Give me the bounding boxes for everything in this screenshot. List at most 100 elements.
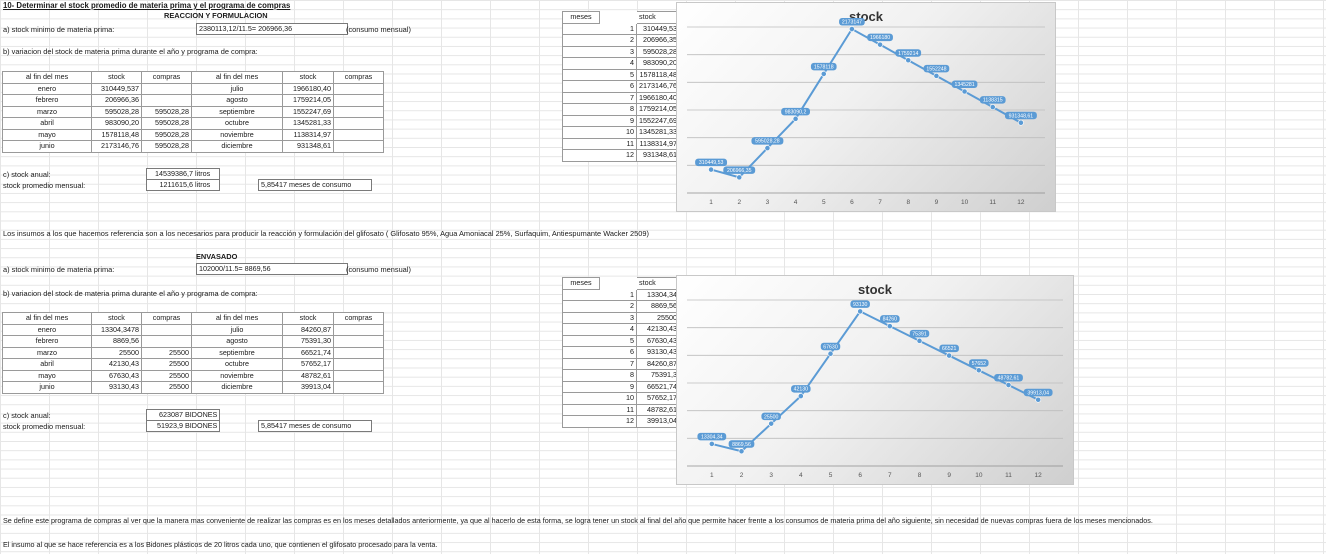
table-cell[interactable]: 1966180,40	[636, 91, 680, 104]
table-cell[interactable]: 93130,43	[91, 381, 142, 394]
table-cell[interactable]	[141, 94, 192, 107]
table-cell[interactable]: 7	[599, 91, 637, 104]
table-cell[interactable]	[562, 403, 600, 416]
table-header-cell[interactable]: meses	[562, 11, 600, 24]
table-cell[interactable]: 8	[599, 103, 637, 116]
table-cell[interactable]: 931348,61	[636, 149, 680, 162]
table-cell[interactable]	[333, 140, 384, 153]
table-cell[interactable]: 12	[599, 149, 637, 162]
table-cell[interactable]	[562, 126, 600, 139]
table-cell[interactable]: 5	[599, 334, 637, 347]
table-cell[interactable]: 206966,36	[91, 94, 142, 107]
table-cell[interactable]: 9	[599, 380, 637, 393]
table-cell[interactable]	[599, 277, 637, 289]
table-cell[interactable]: 4	[599, 323, 637, 336]
table-cell[interactable]	[562, 57, 600, 70]
table-cell[interactable]: 1759214,05	[636, 103, 680, 116]
table-cell[interactable]: 2	[599, 34, 637, 47]
table-cell[interactable]: 2173146,76	[91, 140, 142, 153]
table-cell[interactable]	[333, 323, 384, 336]
table-header-cell[interactable]: compras	[141, 71, 192, 84]
stock-chart-1[interactable]: stock 1 2 3 4 5 6 7 8 9 10 11 12 310449,53 206966,35 5…	[676, 2, 1056, 212]
table-cell[interactable]	[562, 137, 600, 150]
table-cell[interactable]	[333, 105, 384, 118]
table-cell[interactable]: 983090,20	[91, 117, 142, 130]
table-header-cell[interactable]: stock	[282, 312, 334, 325]
table-cell[interactable]: 931348,61	[282, 140, 334, 153]
section1-avg-cell[interactable]: 1211615,6 litros	[146, 179, 220, 191]
table-cell[interactable]: 48782,61	[636, 403, 680, 416]
table-cell[interactable]: 42130,43	[636, 323, 680, 336]
table-cell[interactable]	[562, 357, 600, 370]
table-cell[interactable]: 3	[599, 311, 637, 324]
table-cell[interactable]: 8869,56	[636, 300, 680, 313]
table-cell[interactable]	[333, 128, 384, 141]
table-header-cell[interactable]: compras	[333, 71, 384, 84]
table-cell[interactable]	[562, 380, 600, 393]
table-header-cell[interactable]: al fin del mes	[2, 312, 92, 325]
section2-avg-cell[interactable]: 51923,9 BIDONES	[146, 420, 220, 432]
table-cell[interactable]: 2173146,76	[636, 80, 680, 93]
table-cell[interactable]	[562, 68, 600, 81]
table-cell[interactable]: 57652,17	[282, 358, 334, 371]
table-cell[interactable]	[562, 392, 600, 405]
table-cell[interactable]: 1578118,48	[636, 68, 680, 81]
table-cell[interactable]: enero	[2, 323, 92, 336]
table-header-cell[interactable]: compras	[141, 312, 192, 325]
table-cell[interactable]	[562, 22, 600, 35]
table-cell[interactable]	[562, 114, 600, 127]
table-cell[interactable]: 595028,28	[141, 105, 192, 118]
table-cell[interactable]	[562, 80, 600, 93]
table-cell[interactable]	[333, 358, 384, 371]
table-header-cell[interactable]: stock	[282, 71, 334, 84]
table-cell[interactable]: 39913,04	[636, 415, 680, 428]
table-cell[interactable]: marzo	[2, 105, 92, 118]
table-cell[interactable]: 206966,35	[636, 34, 680, 47]
table-cell[interactable]	[141, 335, 192, 348]
table-header-cell[interactable]: meses	[562, 277, 600, 290]
table-cell[interactable]	[562, 91, 600, 104]
table-cell[interactable]	[562, 369, 600, 382]
table-cell[interactable]	[562, 45, 600, 58]
table-cell[interactable]: 1966180,40	[282, 82, 334, 95]
table-cell[interactable]: 48782,61	[282, 369, 334, 382]
table-cell[interactable]: agosto	[191, 335, 283, 348]
table-cell[interactable]	[333, 94, 384, 107]
table-cell[interactable]	[562, 103, 600, 116]
stock-chart-2[interactable]: stock 1 2 3 4 5 6 7 8 9 10 11 12 13304,34 8869,56 2550…	[676, 275, 1074, 485]
table-cell[interactable]: 6	[599, 346, 637, 359]
table-cell[interactable]: agosto	[191, 94, 283, 107]
table-cell[interactable]: 11	[599, 403, 637, 416]
table-cell[interactable]: mayo	[2, 369, 92, 382]
table-header-cell[interactable]: al fin del mes	[191, 71, 283, 84]
table-cell[interactable]: 8	[599, 369, 637, 382]
table-cell[interactable]	[562, 300, 600, 313]
table-cell[interactable]: 25500	[141, 346, 192, 359]
table-cell[interactable]	[333, 82, 384, 95]
table-cell[interactable]: marzo	[2, 346, 92, 359]
table-cell[interactable]: 57652,17	[636, 392, 680, 405]
table-cell[interactable]	[562, 323, 600, 336]
table-header-cell[interactable]: al fin del mes	[2, 71, 92, 84]
table-cell[interactable]: septiembre	[191, 105, 283, 118]
table-cell[interactable]: 75391,3	[636, 369, 680, 382]
table-header-cell[interactable]: al fin del mes	[191, 312, 283, 325]
table-cell[interactable]: febrero	[2, 335, 92, 348]
table-cell[interactable]: junio	[2, 140, 92, 153]
table-cell[interactable]: junio	[2, 381, 92, 394]
table-cell[interactable]: 25500	[141, 381, 192, 394]
table-cell[interactable]: 11	[599, 137, 637, 150]
table-cell[interactable]: 84260,87	[636, 357, 680, 370]
table-cell[interactable]: 310449,53	[636, 22, 680, 35]
table-cell[interactable]: noviembre	[191, 369, 283, 382]
table-cell[interactable]	[562, 334, 600, 347]
table-cell[interactable]	[141, 82, 192, 95]
table-cell[interactable]: 75391,30	[282, 335, 334, 348]
table-cell[interactable]: 983090,20	[636, 57, 680, 70]
table-cell[interactable]: 8869,56	[91, 335, 142, 348]
table-cell[interactable]: 1759214,05	[282, 94, 334, 107]
table-cell[interactable]	[333, 335, 384, 348]
table-cell[interactable]: 1138314,97	[282, 128, 334, 141]
table-cell[interactable]: 84260,87	[282, 323, 334, 336]
table-cell[interactable]: 595028,28	[636, 45, 680, 58]
